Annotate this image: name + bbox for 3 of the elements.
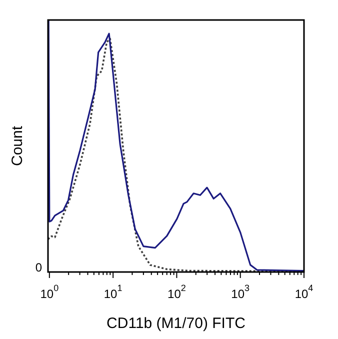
x-axis-title: CD11b (M1/70) FITC — [106, 315, 246, 332]
y-axis-title: Count — [9, 125, 26, 166]
text: 0 — [35, 260, 42, 274]
